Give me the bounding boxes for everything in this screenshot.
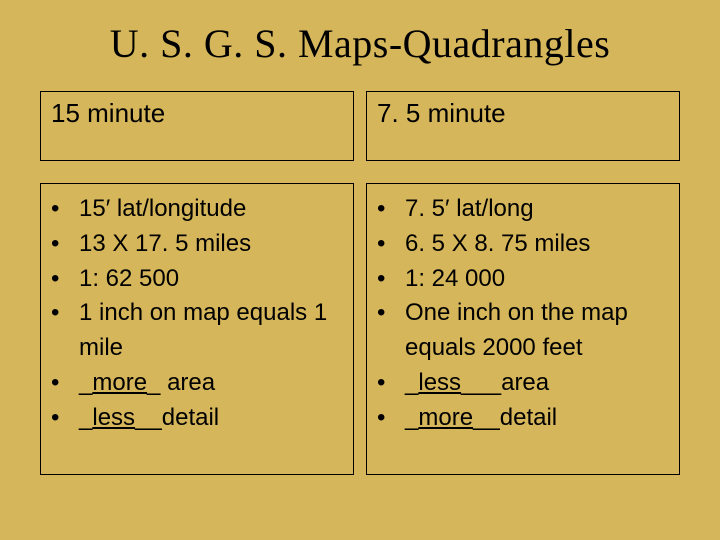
left-column-body: • 15′ lat/longitude • 13 X 17. 5 miles •… [40,183,354,475]
slide: U. S. G. S. Maps-Quadrangles 15 minute •… [0,0,720,540]
bullet-text: _less___area [405,366,669,401]
bullet-icon: • [377,296,405,366]
list-item: • 1: 24 000 [377,262,669,297]
bullet-text: 6. 5 X 8. 75 miles [405,227,669,262]
slide-title: U. S. G. S. Maps-Quadrangles [40,20,680,67]
bullet-text: 1: 62 500 [79,262,343,297]
list-item: • 1: 62 500 [51,262,343,297]
list-item: • 13 X 17. 5 miles [51,227,343,262]
bullet-text: 13 X 17. 5 miles [79,227,343,262]
list-item: • 15′ lat/longitude [51,192,343,227]
bullet-text: 1 inch on map equals 1 mile [79,296,343,366]
bullet-icon: • [377,262,405,297]
bullet-text: _more__detail [405,401,669,436]
bullet-text: 1: 24 000 [405,262,669,297]
bullet-icon: • [51,401,79,436]
bullet-text: 7. 5′ lat/long [405,192,669,227]
right-column: 7. 5 minute • 7. 5′ lat/long • 6. 5 X 8.… [366,91,680,475]
bullet-text: 15′ lat/longitude [79,192,343,227]
bullet-icon: • [51,227,79,262]
bullet-text: _less__detail [79,401,343,436]
bullet-text: _more_ area [79,366,343,401]
list-item: • _more__detail [377,401,669,436]
bullet-icon: • [377,366,405,401]
list-item: • 1 inch on map equals 1 mile [51,296,343,366]
list-item: • _less___area [377,366,669,401]
bullet-icon: • [377,192,405,227]
left-column: 15 minute • 15′ lat/longitude • 13 X 17.… [40,91,354,475]
bullet-icon: • [51,262,79,297]
bullet-icon: • [377,227,405,262]
left-column-header: 15 minute [40,91,354,161]
columns-container: 15 minute • 15′ lat/longitude • 13 X 17.… [40,91,680,475]
list-item: • One inch on the map equals 2000 feet [377,296,669,366]
bullet-icon: • [51,296,79,366]
bullet-icon: • [51,366,79,401]
right-column-header: 7. 5 minute [366,91,680,161]
list-item: • 6. 5 X 8. 75 miles [377,227,669,262]
list-item: • 7. 5′ lat/long [377,192,669,227]
bullet-text: One inch on the map equals 2000 feet [405,296,669,366]
list-item: • _less__detail [51,401,343,436]
bullet-icon: • [377,401,405,436]
bullet-icon: • [51,192,79,227]
right-column-body: • 7. 5′ lat/long • 6. 5 X 8. 75 miles • … [366,183,680,475]
list-item: • _more_ area [51,366,343,401]
